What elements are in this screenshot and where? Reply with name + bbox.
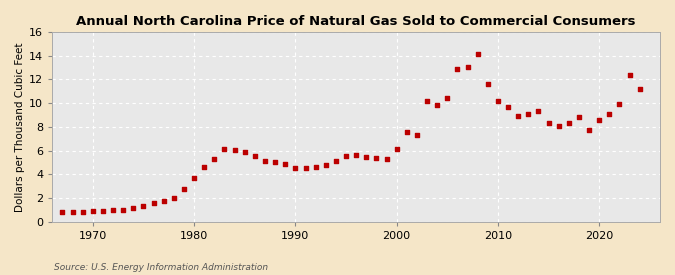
Point [148, 201, 159, 205]
Point [523, 112, 534, 116]
Point [472, 52, 483, 57]
Point [422, 99, 433, 103]
Point [189, 176, 200, 180]
Point [483, 81, 493, 86]
Point [371, 156, 382, 161]
Point [310, 164, 321, 169]
Point [290, 166, 301, 170]
Point [503, 105, 514, 109]
Point [260, 159, 271, 163]
Title: Annual North Carolina Price of Natural Gas Sold to Commercial Consumers: Annual North Carolina Price of Natural G… [76, 15, 636, 28]
Point [493, 99, 504, 103]
Point [321, 163, 331, 167]
Point [381, 157, 392, 161]
Text: Source: U.S. Energy Information Administration: Source: U.S. Energy Information Administ… [54, 263, 268, 272]
Point [614, 102, 625, 106]
Point [280, 162, 291, 166]
Point [128, 206, 139, 210]
Point [209, 157, 220, 161]
Point [270, 160, 281, 164]
Point [392, 147, 402, 152]
Point [331, 159, 342, 163]
Point [108, 208, 119, 213]
Point [402, 129, 412, 134]
Point [533, 109, 544, 113]
Point [78, 210, 88, 214]
Point [634, 87, 645, 92]
Point [219, 147, 230, 152]
Point [452, 67, 463, 72]
Point [98, 209, 109, 213]
Point [341, 154, 352, 159]
Point [543, 120, 554, 125]
Point [88, 209, 99, 213]
Point [624, 73, 635, 78]
Point [118, 208, 129, 212]
Point [574, 115, 585, 119]
Point [250, 154, 261, 158]
Point [564, 120, 574, 125]
Point [432, 103, 443, 107]
Point [230, 148, 240, 152]
Point [462, 65, 473, 69]
Point [412, 133, 423, 137]
Point [138, 204, 149, 208]
Point [199, 164, 210, 169]
Point [179, 187, 190, 191]
Point [594, 118, 605, 122]
Y-axis label: Dollars per Thousand Cubic Feet: Dollars per Thousand Cubic Feet [15, 42, 25, 211]
Point [159, 199, 169, 203]
Point [604, 112, 615, 117]
Point [442, 96, 453, 101]
Point [57, 210, 68, 214]
Point [240, 150, 250, 155]
Point [513, 113, 524, 118]
Point [169, 196, 180, 200]
Point [300, 166, 311, 170]
Point [361, 155, 372, 159]
Point [351, 153, 362, 158]
Point [584, 128, 595, 132]
Point [68, 210, 78, 214]
Point [554, 123, 564, 128]
